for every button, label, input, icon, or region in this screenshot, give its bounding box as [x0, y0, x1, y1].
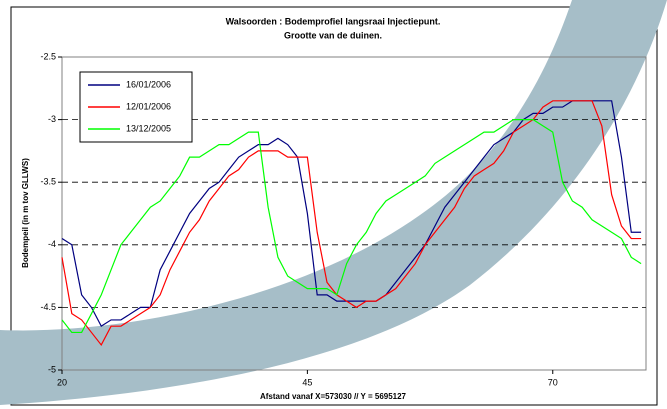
legend-label: 16/01/2006 — [126, 79, 171, 89]
x-tick-label: 70 — [548, 377, 558, 387]
y-tick-label: -3 — [48, 114, 56, 124]
x-tick-label: 45 — [302, 377, 312, 387]
chart: -5 -4.5 -4 -3.5 -3 -2.5 20 45 70 16/01/2006 12/01/… — [0, 0, 667, 409]
x-tick-label: 20 — [57, 377, 67, 387]
y-tick-label: -4.5 — [40, 302, 56, 312]
x-axis-label: Afstand vanaf X=573030 // Y = 5695127 — [260, 392, 407, 401]
page: {"chart_data": { "type": "line", "title"… — [0, 0, 667, 409]
y-tick-label: -3.5 — [40, 177, 56, 187]
y-tick-label: -5 — [48, 364, 56, 374]
legend-label: 13/12/2005 — [126, 123, 171, 133]
y-tick-label: -2.5 — [40, 51, 56, 61]
chart-subtitle: Grootte van de duinen. — [284, 30, 382, 40]
y-axis-label: Bodempeil (in m tov GLLWS) — [21, 158, 30, 268]
y-tick-label: -4 — [48, 239, 56, 249]
legend-label: 12/01/2006 — [126, 101, 171, 111]
chart-title: Walsoorden : Bodemprofiel langsraai Inje… — [226, 16, 441, 26]
